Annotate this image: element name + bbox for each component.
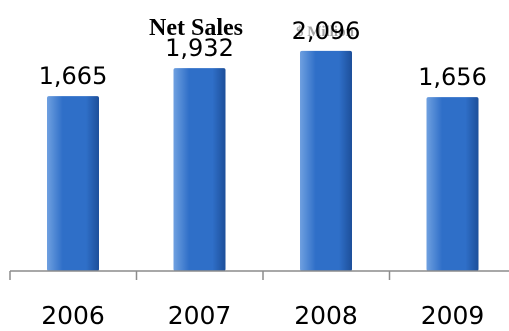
bars-layer <box>47 50 479 272</box>
bar-2006 <box>47 96 99 271</box>
chart-title: Net Sales <box>149 15 243 41</box>
ticks-layer: 2006 2007 2008 2009 <box>9 271 485 330</box>
x-tick-label-2006: 2006 <box>41 301 105 330</box>
bar-2009 <box>426 97 479 272</box>
data-label-2009: 1,656 <box>418 63 487 91</box>
x-tick-label-2008: 2008 <box>294 301 358 330</box>
chart-subtitle: $ Million <box>296 24 355 40</box>
bar-2007 <box>173 68 226 271</box>
data-label-2008: 2,096 <box>292 17 361 45</box>
data-label-2007: 1,932 <box>165 34 234 62</box>
x-tick-label-2007: 2007 <box>168 301 232 330</box>
labels-layer: 1,665 1,932 2,096 1,656 <box>39 17 487 91</box>
data-label-2006: 1,665 <box>39 62 108 90</box>
x-tick-label-2009: 2009 <box>421 301 485 330</box>
bar-2008 <box>300 50 352 271</box>
